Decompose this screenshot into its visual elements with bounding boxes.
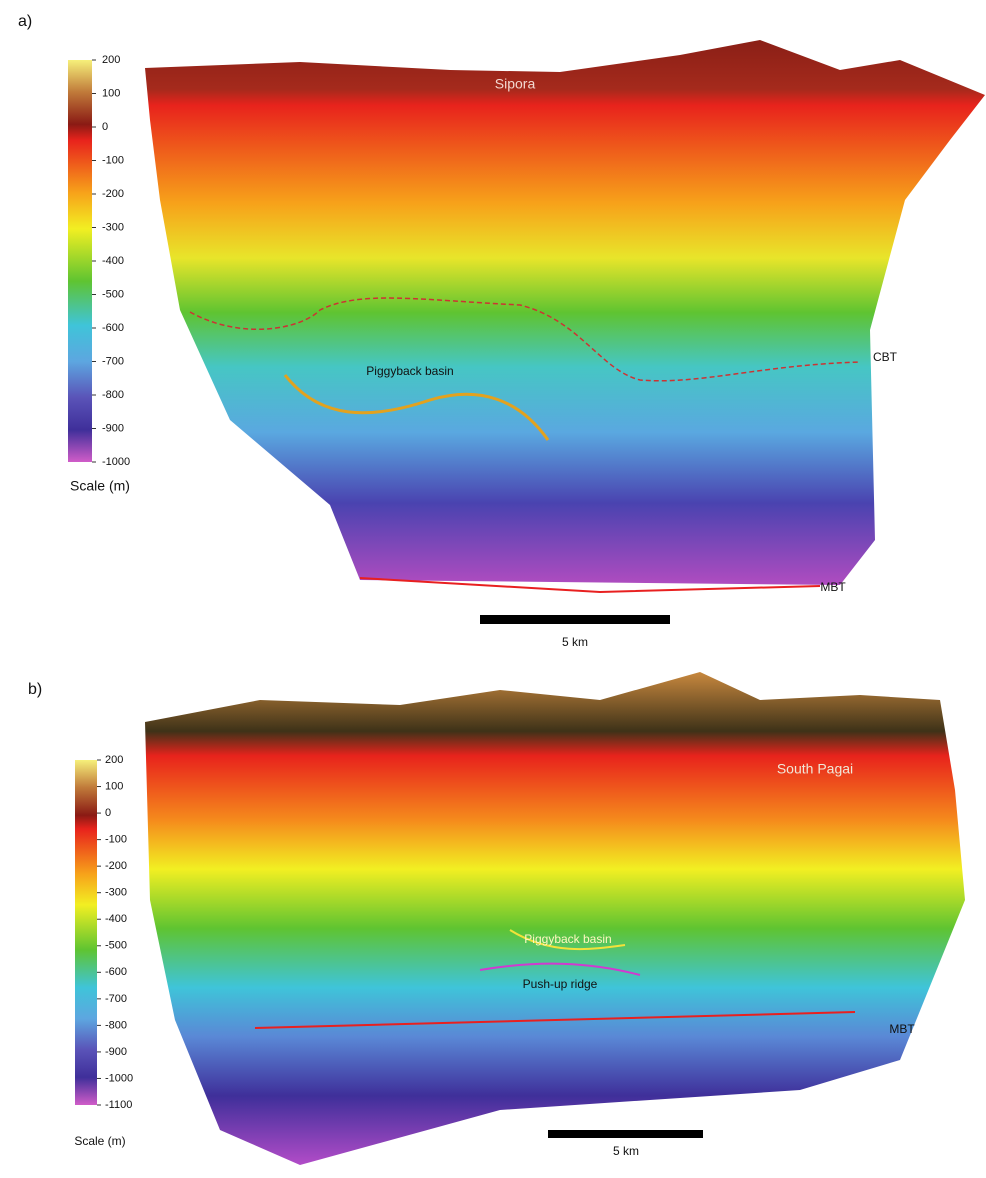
colorbar (75, 760, 97, 1105)
terrain-a (145, 40, 985, 585)
colorbar-tick-label: 0 (105, 807, 111, 819)
annotation: MBT (889, 1022, 915, 1036)
colorbar-tick-label: 0 (102, 121, 108, 133)
labels: a) 200 100 0 -100 -200 -300 -400 -500 -600 -700 -80… (18, 13, 915, 1158)
colorbar-tick-label: -1100 (105, 1099, 132, 1111)
colorbar-tick-label: -200 (105, 860, 127, 872)
colorbar-tick-label: -600 (105, 966, 127, 978)
panel-label: b) (28, 681, 42, 698)
annotation: CBT (873, 350, 898, 364)
colorbar-tick-label: -700 (102, 355, 124, 367)
scale-bar-label: 5 km (613, 1144, 639, 1158)
colorbar-tick-label: -500 (102, 288, 124, 300)
mbt-line (359, 577, 821, 594)
colorbar-tick-label: -600 (102, 322, 124, 334)
panel-label: a) (18, 13, 32, 30)
mbt-line (254, 1011, 856, 1029)
colorbar-tick-label: -100 (102, 154, 124, 166)
colorbar-tick-label: -300 (102, 221, 124, 233)
colorbar-tick-label: -900 (102, 422, 124, 434)
colorbar-tick-label: -300 (105, 887, 127, 899)
colorbar-tick-label: -500 (105, 940, 127, 952)
annotation: Push-up ridge (523, 977, 598, 991)
colorbar-tick-label: -200 (102, 188, 124, 200)
arrow (479, 962, 641, 976)
place-label: Sipora (495, 76, 536, 92)
colorbar-tick-label: -700 (105, 993, 127, 1005)
colorbar-tick-label: 100 (102, 87, 120, 99)
colorbar-tick-label: -1000 (105, 1072, 133, 1084)
scale-bar-label: 5 km (562, 635, 588, 649)
cbt-line (189, 297, 861, 382)
colorbar-tick-label: -100 (105, 834, 127, 846)
colorbar-tick-label: -400 (102, 255, 124, 267)
colorbar-tick-label: -400 (105, 913, 127, 925)
scale-bar (480, 615, 670, 624)
colorbar-title: Scale (m) (74, 1134, 125, 1148)
colorbar-tick-label: 200 (105, 754, 123, 766)
place-label: South Pagai (777, 761, 853, 777)
scale-bar (548, 1130, 703, 1138)
colorbar-tick-label: -800 (102, 389, 124, 401)
terrain-b (145, 672, 965, 1165)
colorbar-tick-label: 200 (102, 54, 120, 66)
colorbar-tick-label: 100 (105, 780, 123, 792)
colorbar-tick-label: -1000 (102, 456, 130, 468)
annotation: Piggyback basin (524, 932, 611, 946)
arrow (509, 929, 626, 951)
annotation: MBT (820, 580, 846, 594)
colorbar-tick-label: -800 (105, 1019, 127, 1031)
annotation: Piggyback basin (366, 364, 453, 378)
colorbar (68, 60, 92, 462)
arrow (283, 374, 550, 441)
colorbar-tick-label: -900 (105, 1046, 127, 1058)
colorbar-title: Scale (m) (70, 478, 130, 494)
